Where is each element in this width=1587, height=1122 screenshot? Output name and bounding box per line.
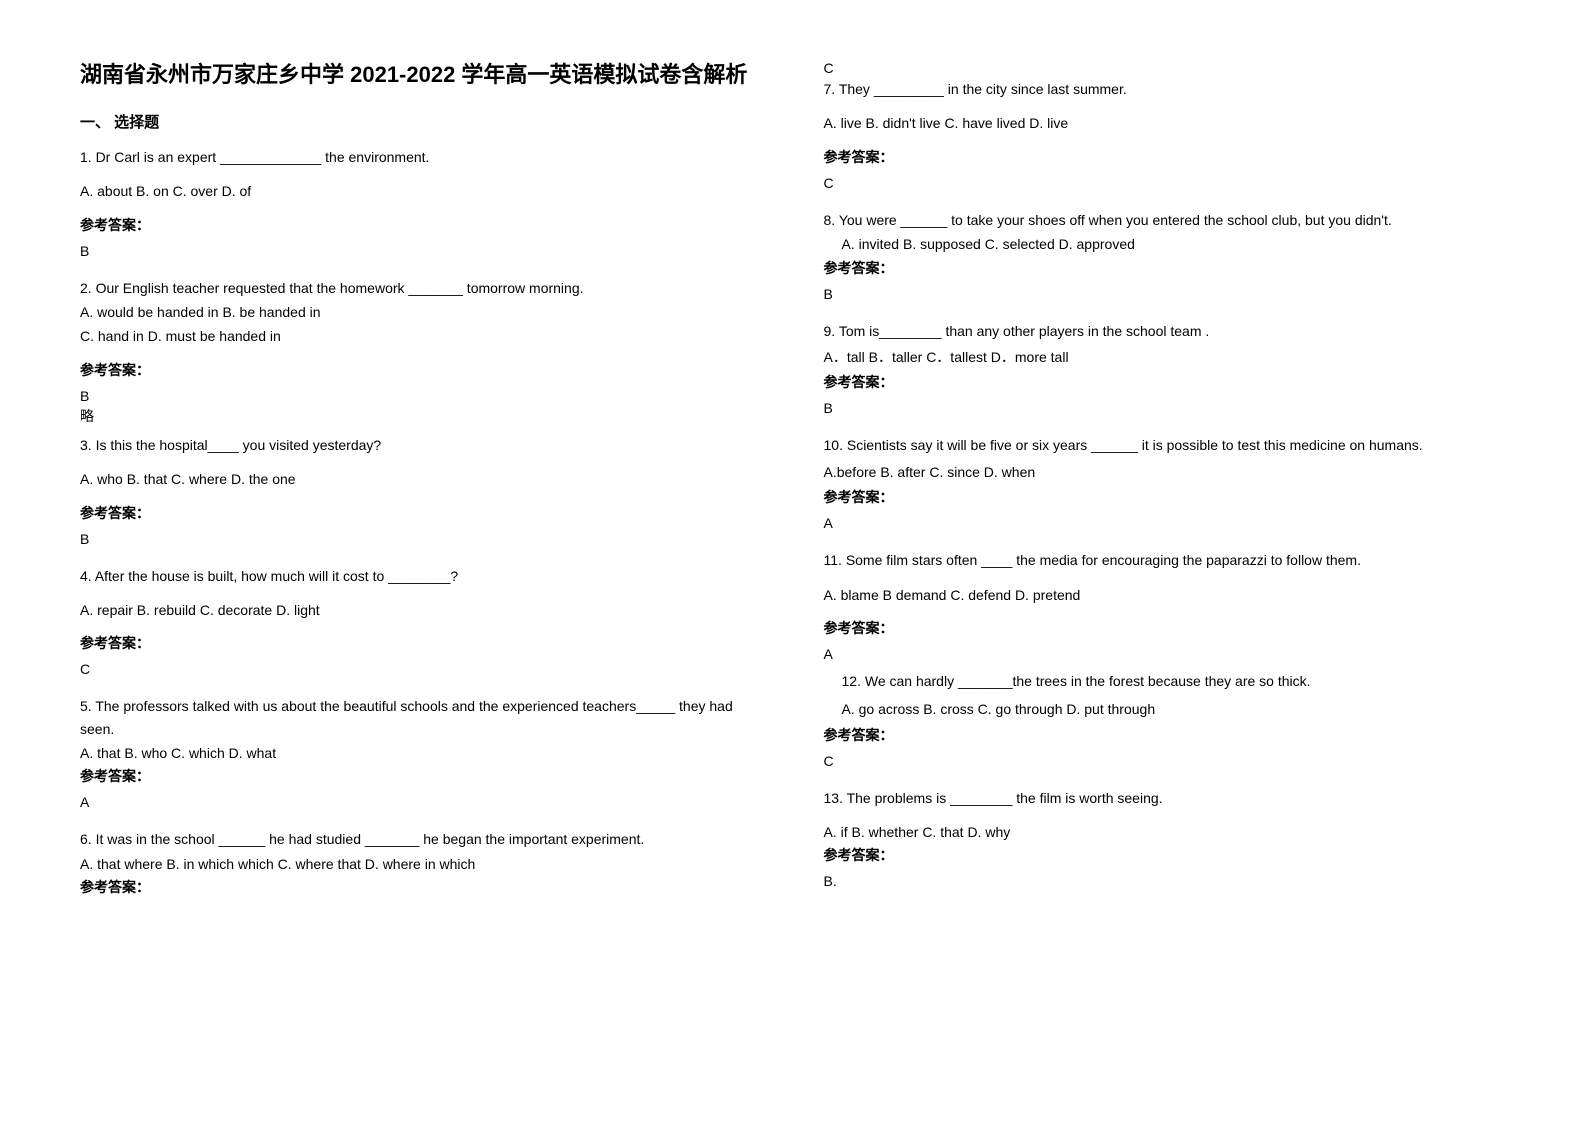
question-10: 10. Scientists say it will be five or si… xyxy=(824,434,1508,543)
q1-options: A. about B. on C. over D. of xyxy=(80,180,764,202)
question-12: 12. We can hardly _______the trees in th… xyxy=(824,670,1508,781)
q1-text: 1. Dr Carl is an expert _____________ th… xyxy=(80,146,764,168)
q2-note: 略 xyxy=(80,406,764,426)
q7-text: 7. They _________ in the city since last… xyxy=(824,78,1508,100)
q4-answer-label: 参考答案： xyxy=(80,633,764,653)
q11-answer: A xyxy=(824,646,1508,662)
q9-answer-label: 参考答案： xyxy=(824,372,1508,392)
q5-answer-label: 参考答案： xyxy=(80,766,764,786)
section-header: 一、 选择题 xyxy=(80,111,764,132)
right-column: C 7. They _________ in the city since la… xyxy=(824,60,1508,1062)
q6-text: 6. It was in the school ______ he had st… xyxy=(80,828,764,850)
q5-options: A. that B. who C. which D. what xyxy=(80,742,764,764)
q12-answer-label: 参考答案： xyxy=(824,725,1508,745)
q13-answer-label: 参考答案： xyxy=(824,845,1508,865)
q9-options: A．tall B．taller C．tallest D．more tall xyxy=(824,346,1508,368)
question-8: 8. You were ______ to take your shoes of… xyxy=(824,209,1508,314)
q8-answer: B xyxy=(824,286,1508,302)
q2-options-line1: A. would be handed in B. be handed in xyxy=(80,301,764,323)
q3-answer: B xyxy=(80,531,764,547)
q9-answer: B xyxy=(824,400,1508,416)
q13-options: A. if B. whether C. that D. why xyxy=(824,821,1508,843)
question-7: 7. They _________ in the city since last… xyxy=(824,78,1508,203)
q4-options: A. repair B. rebuild C. decorate D. ligh… xyxy=(80,599,764,621)
q2-answer-label: 参考答案： xyxy=(80,360,764,380)
q3-options: A. who B. that C. where D. the one xyxy=(80,468,764,490)
q7-answer-label: 参考答案： xyxy=(824,147,1508,167)
q2-answer: B xyxy=(80,388,764,404)
question-13: 13. The problems is ________ the film is… xyxy=(824,787,1508,902)
question-9: 9. Tom is________ than any other players… xyxy=(824,320,1508,429)
q11-options: A. blame B demand C. defend D. pretend xyxy=(824,584,1508,606)
q1-answer-label: 参考答案： xyxy=(80,215,764,235)
q5-answer: A xyxy=(80,794,764,810)
q12-text: 12. We can hardly _______the trees in th… xyxy=(842,670,1508,692)
q9-text: 9. Tom is________ than any other players… xyxy=(824,320,1508,342)
q11-text: 11. Some film stars often ____ the media… xyxy=(824,549,1508,571)
question-1: 1. Dr Carl is an expert _____________ th… xyxy=(80,146,764,271)
q13-answer: B. xyxy=(824,873,1508,889)
q8-text: 8. You were ______ to take your shoes of… xyxy=(824,209,1508,231)
q10-text: 10. Scientists say it will be five or si… xyxy=(824,434,1508,456)
question-3: 3. Is this the hospital____ you visited … xyxy=(80,434,764,559)
q8-answer-label: 参考答案： xyxy=(824,258,1508,278)
question-4: 4. After the house is built, how much wi… xyxy=(80,565,764,690)
left-column: 湖南省永州市万家庄乡中学 2021-2022 学年高一英语模拟试卷含解析 一、 … xyxy=(80,60,764,1062)
question-5: 5. The professors talked with us about t… xyxy=(80,695,764,822)
q2-text: 2. Our English teacher requested that th… xyxy=(80,277,764,299)
q6-options: A. that where B. in which which C. where… xyxy=(80,853,764,875)
q10-answer: A xyxy=(824,515,1508,531)
q6-answer-label: 参考答案： xyxy=(80,877,764,897)
question-2: 2. Our English teacher requested that th… xyxy=(80,277,764,428)
page-title: 湖南省永州市万家庄乡中学 2021-2022 学年高一英语模拟试卷含解析 xyxy=(80,60,764,91)
q4-text: 4. After the house is built, how much wi… xyxy=(80,565,764,587)
q13-text: 13. The problems is ________ the film is… xyxy=(824,787,1508,809)
q12-answer: C xyxy=(824,753,1508,769)
q1-answer: B xyxy=(80,243,764,259)
question-6: 6. It was in the school ______ he had st… xyxy=(80,828,764,897)
q10-options: A.before B. after C. since D. when xyxy=(824,461,1508,483)
q3-text: 3. Is this the hospital____ you visited … xyxy=(80,434,764,456)
q6-answer: C xyxy=(824,60,1508,76)
q7-options: A. live B. didn't live C. have lived D. … xyxy=(824,112,1508,134)
q10-answer-label: 参考答案： xyxy=(824,487,1508,507)
q12-options: A. go across B. cross C. go through D. p… xyxy=(842,698,1508,720)
q11-answer-label: 参考答案： xyxy=(824,618,1508,638)
question-11: 11. Some film stars often ____ the media… xyxy=(824,549,1508,664)
q3-answer-label: 参考答案： xyxy=(80,503,764,523)
q7-answer: C xyxy=(824,175,1508,191)
q2-options-line2: C. hand in D. must be handed in xyxy=(80,325,764,347)
q5-text: 5. The professors talked with us about t… xyxy=(80,695,764,740)
q8-options: A. invited B. supposed C. selected D. ap… xyxy=(842,233,1508,255)
q4-answer: C xyxy=(80,661,764,677)
